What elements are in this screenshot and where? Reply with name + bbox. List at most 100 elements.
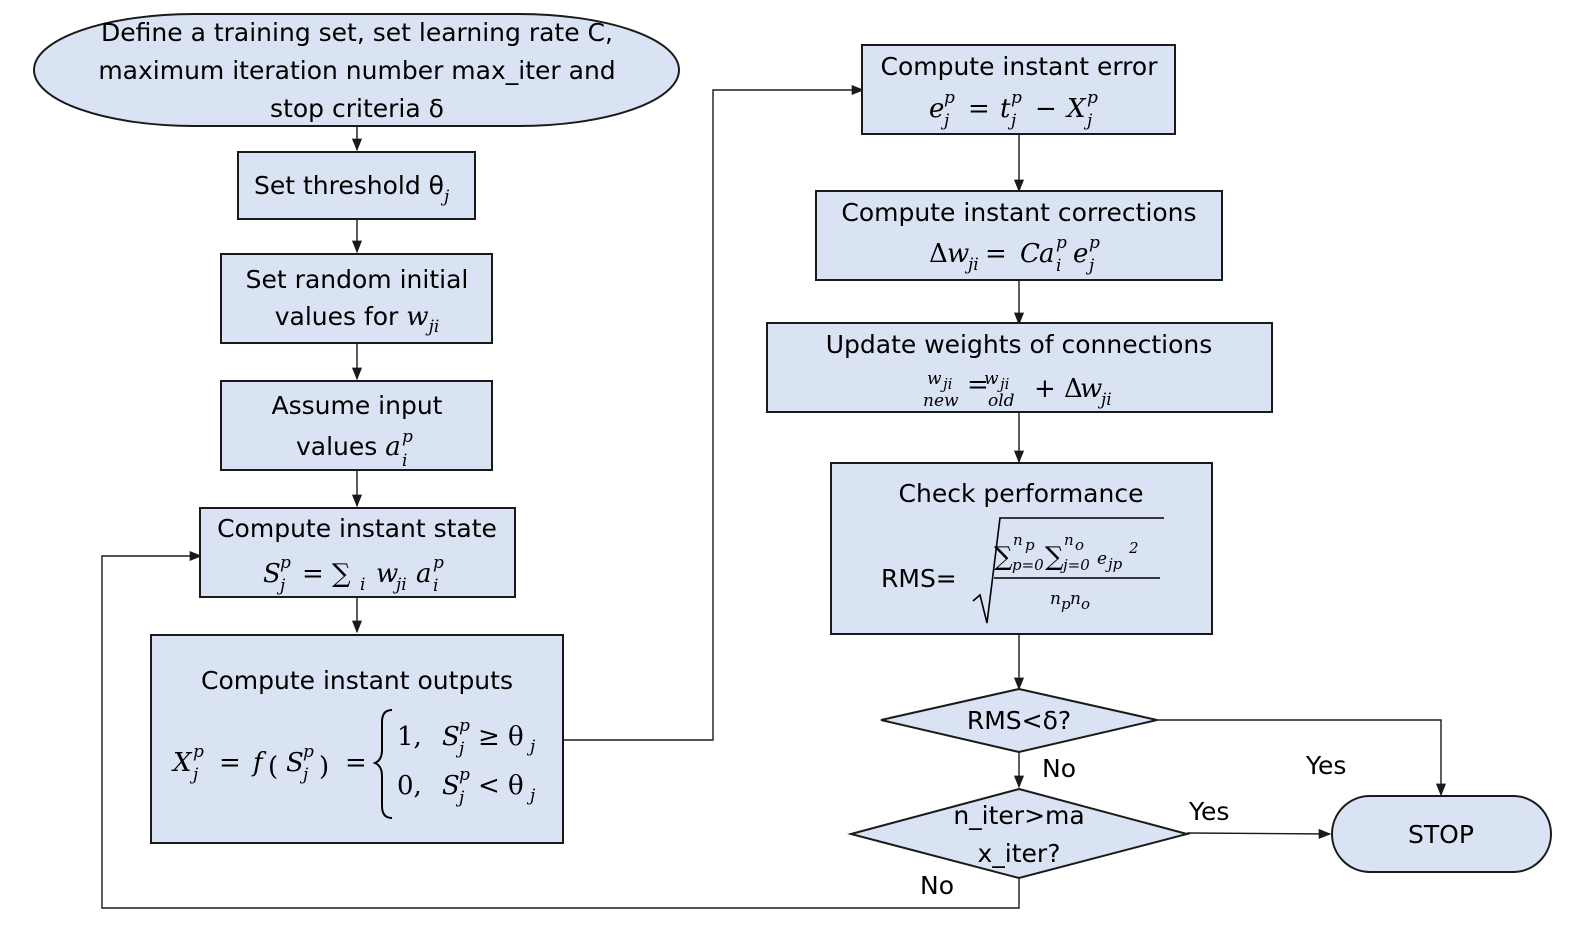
rms-decision-node: RMS<δ? [880,687,1158,754]
update-box [766,322,1273,413]
svg-text:∑: ∑ [994,542,1013,572]
stop-label: STOP [1408,820,1474,849]
svg-text:≥ θ: ≥ θ [478,722,524,752]
svg-text:i: i [1056,256,1061,276]
svg-text:=: = [985,239,1007,269]
svg-text:w: w [947,239,969,269]
input-box [220,380,493,471]
start-node: Define a training set, set learning rate… [33,13,680,127]
svg-text:w: w [376,559,398,589]
svg-text:+ Δ: + Δ [1034,374,1083,404]
svg-text:=: = [345,748,367,778]
update-node: Update weights of connections w ji new =… [766,322,1273,413]
svg-text:ji: ji [964,255,979,275]
corrections-node: Compute instant corrections Δ w ji = C a… [815,190,1223,281]
svg-text:w: w [927,369,942,389]
svg-text:p: p [1087,88,1098,108]
performance-title: Check performance [899,479,1144,508]
svg-text:S: S [263,559,281,589]
edge-label-yes-iter: Yes [1188,797,1229,826]
state-node: Compute instant state S p j = ∑ i w ji a… [199,507,516,598]
update-title: Update weights of connections [826,330,1213,359]
input-node: Assume input values a p i [220,380,493,471]
svg-text:=: = [968,94,990,124]
rms-formula: ∑ n p p=0 ∑ n o j=0 e jp 2 n p n o [972,517,1164,624]
update-formula: w ji new = w ji old + Δ w ji [923,369,1112,411]
svg-text:p: p [280,553,291,573]
init-weights-node: Set random initial values for wji [220,253,493,344]
svg-text:w: w [1080,374,1102,404]
svg-text:X: X [171,748,193,778]
svg-text:p: p [433,553,444,573]
threshold-text: Set threshold θj [254,171,450,207]
svg-text:n: n [1050,589,1061,609]
svg-text:e: e [1097,549,1107,569]
svg-text:∑: ∑ [1045,542,1064,572]
iter-decision-node: n_iter>ma x_iter? [847,787,1191,880]
svg-text:o: o [1075,536,1084,554]
svg-text:ji: ji [1097,390,1112,410]
outputs-node: Compute instant outputs X p j = f ( S p … [150,634,564,844]
svg-text:p=0: p=0 [1012,556,1044,574]
input-subscript: i [402,451,407,471]
svg-text:ji: ji [940,375,953,393]
iter-decision-line-1: n_iter>ma [953,801,1084,830]
svg-text:o: o [1081,595,1090,613]
svg-text:2: 2 [1128,539,1139,557]
svg-text:j: j [526,737,536,757]
outputs-formula: X p j = f ( S p j ) = 1, S p j ≥ θ j 0, … [171,709,536,819]
svg-text:j=0: j=0 [1060,556,1090,574]
svg-text:a: a [416,559,432,589]
stop-node: STOP [1331,795,1552,873]
corrections-formula: Δ w ji = C a p i e p j [929,233,1100,276]
state-title: Compute instant state [217,514,497,543]
arrow-iter-check-no-loop [101,550,1020,909]
outputs-title: Compute instant outputs [201,666,513,695]
rms-decision-diamond [880,687,1158,754]
edge-label-yes-rms: Yes [1305,751,1346,780]
arrow-outputs-to-error [564,84,865,741]
svg-text:j: j [276,576,286,596]
corrections-box [815,190,1223,281]
svg-text:S: S [286,748,304,778]
iter-decision-line-2: x_iter? [978,839,1061,868]
connectors [101,84,1447,909]
svg-text:new: new [923,391,959,411]
error-box [861,44,1176,135]
svg-text:S: S [442,722,460,752]
svg-text:old: old [988,391,1015,411]
svg-text:p: p [303,742,314,762]
svg-text:S: S [442,771,460,801]
svg-text:1,: 1, [397,722,422,752]
svg-text:j: j [1083,111,1093,131]
edge-label-no-iter: No [920,871,954,900]
svg-text:n: n [1070,589,1081,609]
state-formula: S p j = ∑ i w ji a p i [263,553,444,596]
svg-text:p: p [1061,595,1071,613]
rms-label: RMS= [881,564,957,593]
svg-text:j: j [455,739,465,759]
svg-text:j: j [1085,256,1095,276]
svg-text:e: e [1073,239,1088,269]
svg-text:w: w [984,369,999,389]
svg-text:j: j [189,765,199,785]
threshold-node: Set threshold θj [237,151,476,220]
svg-text:ji: ji [392,575,407,595]
performance-node: Check performance RMS= ∑ n p p=0 ∑ n o j… [830,462,1213,635]
error-node: Compute instant error e p j = t p j − X … [861,44,1176,135]
outputs-box [150,634,564,844]
svg-text:j: j [455,788,465,808]
start-line-1: Define a training set, set learning rate… [101,18,613,47]
rms-decision-label: RMS<δ? [967,706,1071,735]
svg-text:< θ: < θ [478,771,524,801]
svg-text:p: p [459,716,470,736]
error-formula: e p j = t p j − X p j [929,88,1098,131]
svg-text:i: i [360,575,365,595]
svg-text:a: a [1039,239,1055,269]
svg-text:−: − [1035,94,1057,124]
input-line-1: Assume input [272,391,443,420]
svg-text:= ∑: = ∑ [302,559,351,589]
init-weights-line-1: Set random initial [246,265,469,294]
svg-text:p: p [944,88,955,108]
